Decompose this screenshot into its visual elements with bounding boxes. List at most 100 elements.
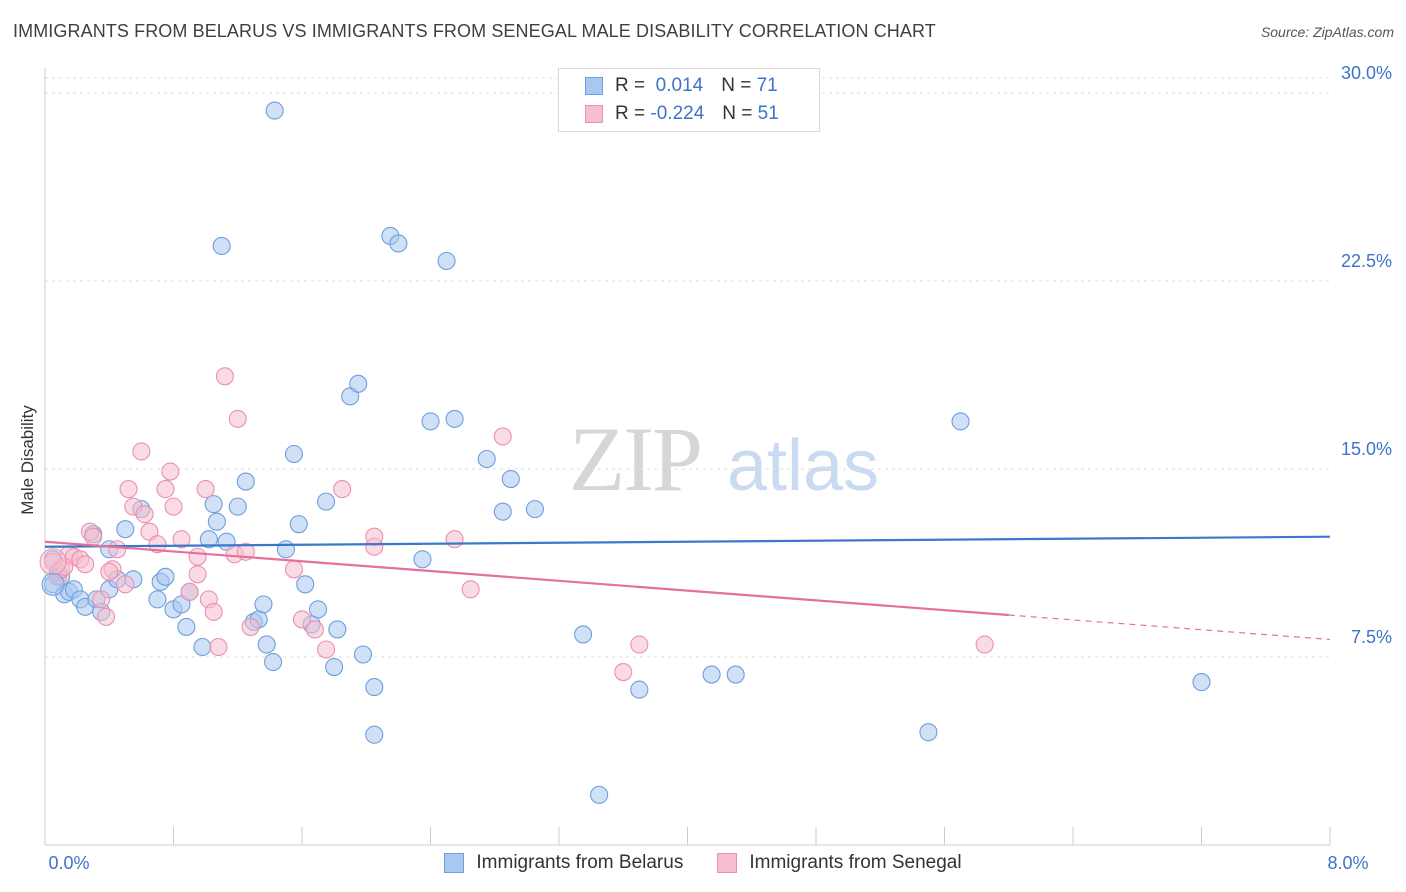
belarus-point	[951, 412, 970, 431]
belarus-point	[193, 637, 212, 657]
senegal-point	[156, 480, 175, 499]
senegal-point	[975, 635, 994, 654]
r-value: -0.224	[650, 103, 705, 124]
senegal-point	[614, 663, 633, 682]
belarus-point	[437, 251, 456, 271]
belarus-point	[702, 665, 721, 684]
n-label: N =	[721, 75, 752, 96]
source-label: Source: ZipAtlas.com	[1260, 24, 1394, 40]
belarus-point	[365, 678, 384, 697]
chart-title: IMMIGRANTS FROM BELARUS VS IMMIGRANTS FR…	[13, 21, 936, 41]
senegal-point	[228, 409, 247, 428]
senegal-point	[132, 442, 151, 461]
senegal-point	[204, 602, 223, 621]
watermark-atlas: atlas	[727, 426, 879, 506]
senegal-point	[164, 497, 183, 516]
belarus-point	[919, 723, 938, 742]
senegal-point	[172, 530, 191, 549]
belarus-point	[574, 625, 593, 644]
belarus-point	[389, 234, 408, 253]
x-tick-label: 8.0%	[1327, 853, 1368, 873]
belarus-point	[177, 617, 196, 636]
belarus-point	[204, 495, 223, 514]
stats-legend: R = 0.014 N = 71 R = -0.224 N = 51	[558, 68, 820, 132]
senegal-point	[292, 610, 312, 629]
y-tick-label: 7.5%	[1351, 627, 1392, 647]
belarus-point	[328, 620, 347, 639]
senegal-point	[209, 637, 228, 657]
belarus-point	[212, 236, 231, 256]
belarus-point	[349, 374, 368, 393]
axes	[44, 68, 1331, 846]
senegal-point	[241, 617, 260, 636]
senegal-point	[96, 607, 116, 626]
belarus-swatch	[585, 77, 603, 95]
belarus-point	[325, 657, 344, 677]
senegal-point	[317, 640, 336, 659]
senegal-point	[100, 562, 119, 581]
watermark-zip: ZIP	[569, 408, 701, 510]
data-points	[39, 101, 1211, 804]
senegal-point	[119, 480, 138, 499]
senegal-trend-line	[44, 540, 1009, 617]
r-label: R =	[615, 75, 646, 96]
belarus-point	[365, 725, 384, 744]
senegal-point	[305, 620, 324, 639]
senegal-point	[92, 590, 111, 609]
senegal-point	[116, 575, 135, 594]
belarus-point	[236, 472, 255, 491]
senegal-point	[215, 367, 234, 386]
legend-item-senegal[interactable]: Immigrants from Senegal	[717, 852, 962, 874]
belarus-point	[309, 600, 328, 619]
belarus-point	[284, 444, 304, 464]
belarus-point	[276, 540, 295, 559]
belarus-point	[265, 101, 284, 120]
senegal-point	[188, 547, 207, 566]
senegal-point	[365, 527, 384, 546]
stats-row-senegal: R = -0.224 N = 51	[585, 102, 779, 126]
belarus-point	[445, 409, 464, 428]
belarus-point	[289, 515, 308, 534]
belarus-point	[116, 520, 135, 539]
r-label: R =	[615, 103, 646, 124]
senegal-point	[445, 530, 464, 549]
legend-label-senegal: Immigrants from Senegal	[749, 852, 962, 873]
y-tick-label: 30.0%	[1341, 63, 1392, 83]
belarus-point	[421, 412, 440, 431]
x-tick-label: 0.0%	[48, 853, 89, 873]
series-legend: Immigrants from Belarus Immigrants from …	[0, 852, 1406, 874]
belarus-legend-swatch	[444, 853, 465, 873]
belarus-point	[630, 680, 649, 699]
senegal-point	[188, 565, 207, 584]
belarus-point	[156, 567, 175, 586]
legend-item-belarus[interactable]: Immigrants from Belarus	[444, 852, 683, 874]
belarus-point	[501, 470, 520, 489]
belarus-point	[257, 635, 276, 654]
senegal-point	[135, 505, 154, 524]
y-tick-label: 15.0%	[1341, 439, 1392, 459]
gridlines	[45, 77, 1330, 658]
senegal-point	[284, 560, 304, 579]
belarus-point	[148, 590, 167, 609]
tick-labels: 7.5% 15.0% 22.5% 30.0% 0.0% 8.0%	[48, 63, 1392, 873]
belarus-point	[1192, 673, 1211, 692]
belarus-point	[254, 595, 273, 614]
legend-label-belarus: Immigrants from Belarus	[476, 852, 684, 873]
senegal-point	[39, 548, 67, 576]
n-label: N =	[722, 103, 753, 124]
senegal-point	[84, 527, 103, 546]
r-value: 0.014	[655, 75, 704, 96]
y-tick-label: 22.5%	[1341, 251, 1392, 271]
n-value: 71	[756, 75, 778, 96]
belarus-point	[41, 572, 65, 596]
senegal-point	[196, 480, 215, 499]
belarus-point	[493, 502, 512, 521]
senegal-point	[108, 540, 127, 559]
belarus-point	[199, 530, 218, 549]
belarus-trend-line	[44, 535, 1331, 548]
watermark: ZIP atlas	[569, 408, 879, 510]
belarus-point	[264, 652, 283, 672]
senegal-point	[148, 535, 167, 554]
belarus-point	[726, 665, 745, 684]
